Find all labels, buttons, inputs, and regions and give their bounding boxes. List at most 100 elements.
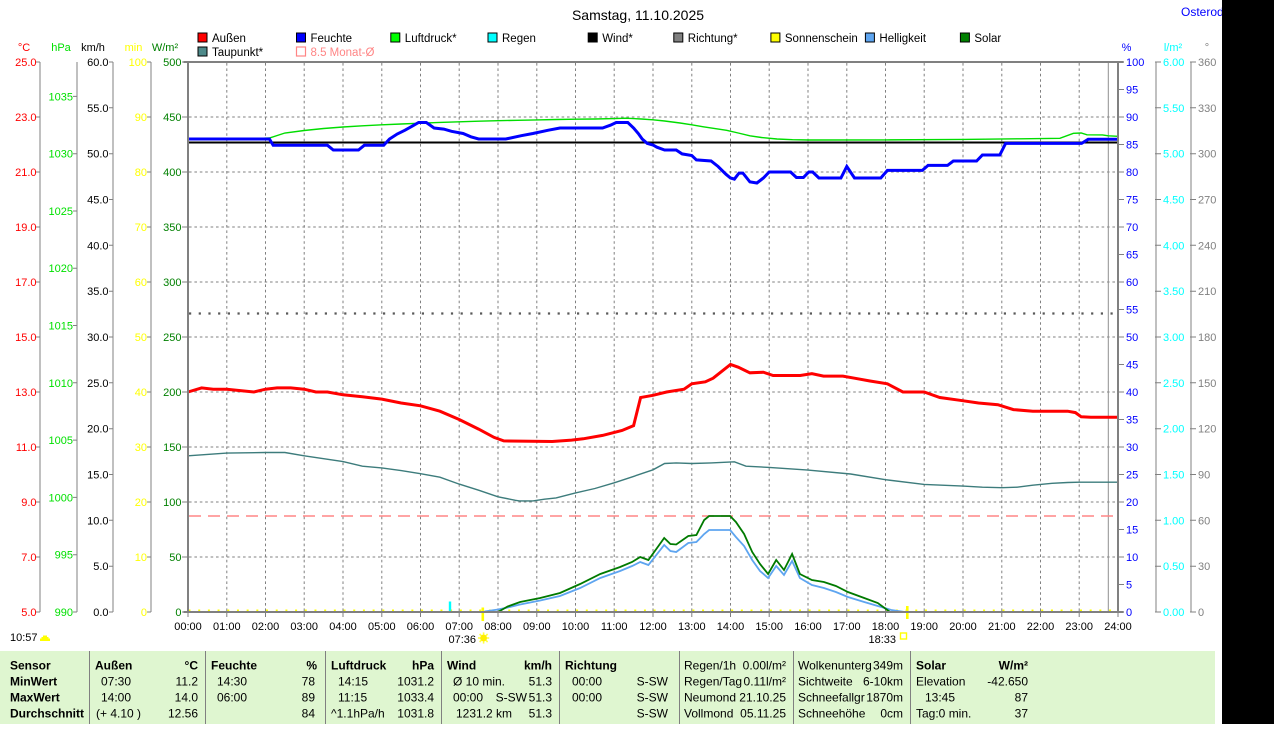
svg-text:Außen: Außen — [212, 33, 246, 45]
svg-text:Regen/Tag: Regen/Tag — [684, 675, 742, 689]
svg-text:0: 0 — [1198, 607, 1204, 619]
svg-text:hPa: hPa — [412, 659, 434, 673]
svg-text:0: 0 — [141, 607, 147, 619]
svg-text:50.0: 50.0 — [87, 149, 108, 161]
svg-text:500: 500 — [163, 57, 181, 69]
svg-text:14:15: 14:15 — [338, 675, 368, 689]
svg-text:Luftdruck: Luftdruck — [331, 659, 387, 673]
svg-text:3.00: 3.00 — [1163, 332, 1184, 344]
svg-text:13:00: 13:00 — [678, 621, 706, 633]
svg-text:23.0: 23.0 — [15, 112, 36, 124]
svg-text:21:00: 21:00 — [988, 621, 1016, 633]
svg-text:15:00: 15:00 — [755, 621, 783, 633]
svg-text:^1.1hPa/h: ^1.1hPa/h — [331, 707, 385, 721]
svg-text:6-10km: 6-10km — [863, 675, 903, 689]
svg-text:14:00: 14:00 — [101, 691, 131, 705]
svg-text:Feuchte: Feuchte — [311, 33, 353, 45]
svg-text:W/m²: W/m² — [999, 659, 1028, 673]
svg-text:%: % — [1122, 42, 1132, 54]
svg-text:-42.650: -42.650 — [987, 675, 1028, 689]
svg-text:85: 85 — [1126, 140, 1138, 152]
svg-text:17:00: 17:00 — [833, 621, 861, 633]
svg-text:55.0: 55.0 — [87, 103, 108, 115]
svg-text:Solar: Solar — [916, 659, 946, 673]
svg-text:12.56: 12.56 — [168, 707, 198, 721]
svg-text:100: 100 — [163, 497, 181, 509]
svg-text:09:00: 09:00 — [523, 621, 551, 633]
svg-text:240: 240 — [1198, 240, 1216, 252]
svg-text:1031.2: 1031.2 — [397, 675, 434, 689]
svg-text:1030: 1030 — [49, 149, 73, 161]
svg-text:km/h: km/h — [81, 42, 105, 54]
svg-text:89: 89 — [302, 691, 316, 705]
svg-text:10: 10 — [1126, 552, 1138, 564]
svg-text:0: 0 — [175, 607, 181, 619]
svg-text:150: 150 — [163, 442, 181, 454]
svg-text:1025: 1025 — [49, 206, 73, 218]
svg-text:3.50: 3.50 — [1163, 286, 1184, 298]
svg-text:11.2: 11.2 — [176, 675, 199, 689]
svg-text:Luftdruck*: Luftdruck* — [405, 33, 457, 45]
svg-text:200: 200 — [163, 387, 181, 399]
svg-text:1035: 1035 — [49, 91, 73, 103]
svg-text:20: 20 — [1126, 497, 1138, 509]
svg-text:5.00: 5.00 — [1163, 149, 1184, 161]
svg-text:60: 60 — [135, 277, 147, 289]
svg-text:90: 90 — [1198, 470, 1210, 482]
svg-text:45.0: 45.0 — [87, 195, 108, 207]
svg-text:5.0: 5.0 — [21, 607, 36, 619]
svg-text:60: 60 — [1126, 277, 1138, 289]
svg-text:51.3: 51.3 — [529, 691, 553, 705]
svg-text:60.0: 60.0 — [87, 57, 108, 69]
svg-text:S-SW: S-SW — [496, 691, 528, 705]
svg-text:MaxWert: MaxWert — [10, 691, 60, 705]
svg-text:0.00l/m²: 0.00l/m² — [743, 659, 786, 673]
svg-text:5.0: 5.0 — [93, 561, 108, 573]
svg-text:0.11l/m²: 0.11l/m² — [744, 675, 786, 689]
svg-text:21.0: 21.0 — [15, 167, 36, 179]
svg-text:90: 90 — [1126, 112, 1138, 124]
svg-text:12:00: 12:00 — [639, 621, 667, 633]
svg-text:300: 300 — [163, 277, 181, 289]
svg-text:40: 40 — [1126, 387, 1138, 399]
svg-text:5: 5 — [1126, 580, 1132, 592]
svg-text:1870m: 1870m — [866, 691, 903, 705]
svg-text:40: 40 — [135, 387, 147, 399]
svg-text:01:00: 01:00 — [213, 621, 241, 633]
svg-text:250: 250 — [163, 332, 181, 344]
svg-text:Solar: Solar — [974, 33, 1001, 45]
svg-text:18:00: 18:00 — [872, 621, 900, 633]
svg-text:Elevation: Elevation — [916, 675, 965, 689]
svg-text:300: 300 — [1198, 149, 1216, 161]
svg-text:37: 37 — [1015, 707, 1029, 721]
svg-text:100: 100 — [129, 57, 147, 69]
svg-text:50: 50 — [1126, 332, 1138, 344]
svg-text:87: 87 — [1015, 691, 1029, 705]
svg-text:00:00: 00:00 — [572, 675, 602, 689]
svg-text:22:00: 22:00 — [1027, 621, 1055, 633]
svg-text:400: 400 — [163, 167, 181, 179]
svg-text:0cm: 0cm — [880, 707, 903, 721]
svg-text:4.50: 4.50 — [1163, 195, 1184, 207]
svg-text:08:00: 08:00 — [484, 621, 512, 633]
svg-text:30: 30 — [1126, 442, 1138, 454]
svg-text:18:33: 18:33 — [868, 634, 896, 646]
svg-text:hPa: hPa — [51, 42, 71, 54]
svg-text:°: ° — [1205, 42, 1209, 54]
svg-text:51.3: 51.3 — [529, 675, 553, 689]
svg-text:51.3: 51.3 — [529, 707, 553, 721]
svg-text:35.0: 35.0 — [87, 286, 108, 298]
svg-text:10:57: 10:57 — [10, 632, 38, 644]
svg-text:210: 210 — [1198, 286, 1216, 298]
svg-text:Feuchte: Feuchte — [211, 659, 257, 673]
svg-text:Schneehöhe: Schneehöhe — [798, 707, 866, 721]
svg-text:84: 84 — [302, 707, 316, 721]
svg-text:40.0: 40.0 — [87, 240, 108, 252]
svg-text:7.0: 7.0 — [21, 552, 36, 564]
svg-text:00:00: 00:00 — [174, 621, 202, 633]
svg-text:Sichtweite: Sichtweite — [798, 675, 853, 689]
svg-text:Durchschnitt: Durchschnitt — [10, 707, 84, 721]
svg-text:Taupunkt*: Taupunkt* — [212, 47, 264, 59]
svg-text:Osterode: Osterode — [1181, 5, 1231, 19]
svg-text:1231.2 km: 1231.2 km — [456, 707, 512, 721]
